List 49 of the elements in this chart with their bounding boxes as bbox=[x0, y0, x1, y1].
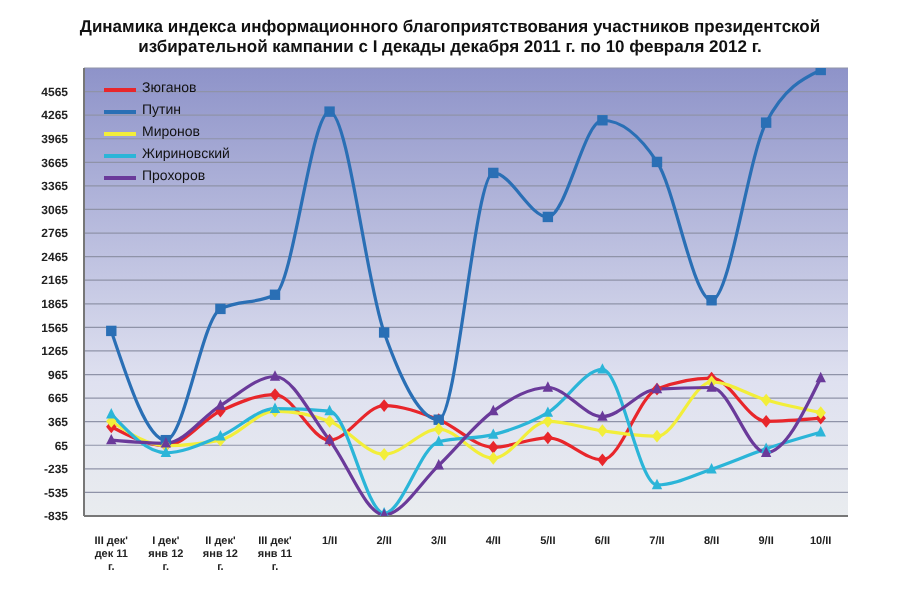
point bbox=[378, 327, 390, 338]
point bbox=[324, 414, 335, 428]
chart-title: Динамика индекса информационного благоприятствования участников президентской избирательной кампании с I декады декабря 2011 г. по 10 февраля 2012 г. bbox=[77, 16, 823, 56]
point bbox=[542, 406, 554, 417]
point bbox=[378, 399, 390, 412]
point bbox=[815, 406, 826, 420]
point bbox=[706, 463, 717, 474]
point bbox=[378, 447, 390, 461]
point bbox=[433, 459, 444, 470]
point bbox=[106, 325, 117, 337]
point bbox=[324, 106, 335, 117]
point bbox=[488, 167, 499, 179]
point bbox=[269, 402, 281, 413]
point bbox=[760, 393, 772, 407]
point bbox=[106, 408, 117, 419]
point bbox=[815, 68, 826, 76]
point bbox=[215, 303, 226, 315]
point bbox=[488, 404, 499, 416]
point bbox=[651, 429, 663, 443]
point bbox=[433, 435, 444, 446]
point bbox=[269, 289, 281, 300]
point bbox=[269, 388, 281, 401]
point bbox=[542, 381, 554, 392]
point bbox=[597, 115, 608, 126]
point bbox=[651, 478, 663, 490]
point bbox=[488, 440, 499, 454]
point bbox=[815, 426, 826, 437]
point bbox=[597, 453, 608, 467]
point bbox=[433, 422, 444, 436]
point bbox=[815, 371, 826, 383]
point bbox=[324, 404, 335, 416]
point bbox=[542, 431, 554, 445]
point bbox=[488, 451, 499, 465]
point bbox=[215, 430, 226, 441]
point bbox=[542, 414, 554, 428]
point bbox=[106, 433, 117, 445]
point bbox=[760, 117, 772, 128]
point bbox=[706, 381, 717, 392]
point bbox=[597, 410, 608, 421]
point bbox=[488, 428, 499, 439]
point bbox=[597, 363, 608, 374]
point bbox=[706, 295, 717, 306]
point bbox=[269, 370, 281, 381]
point bbox=[215, 399, 226, 410]
point bbox=[542, 211, 554, 223]
point bbox=[651, 156, 663, 168]
point bbox=[597, 424, 608, 438]
point bbox=[160, 446, 172, 457]
point bbox=[760, 414, 772, 428]
